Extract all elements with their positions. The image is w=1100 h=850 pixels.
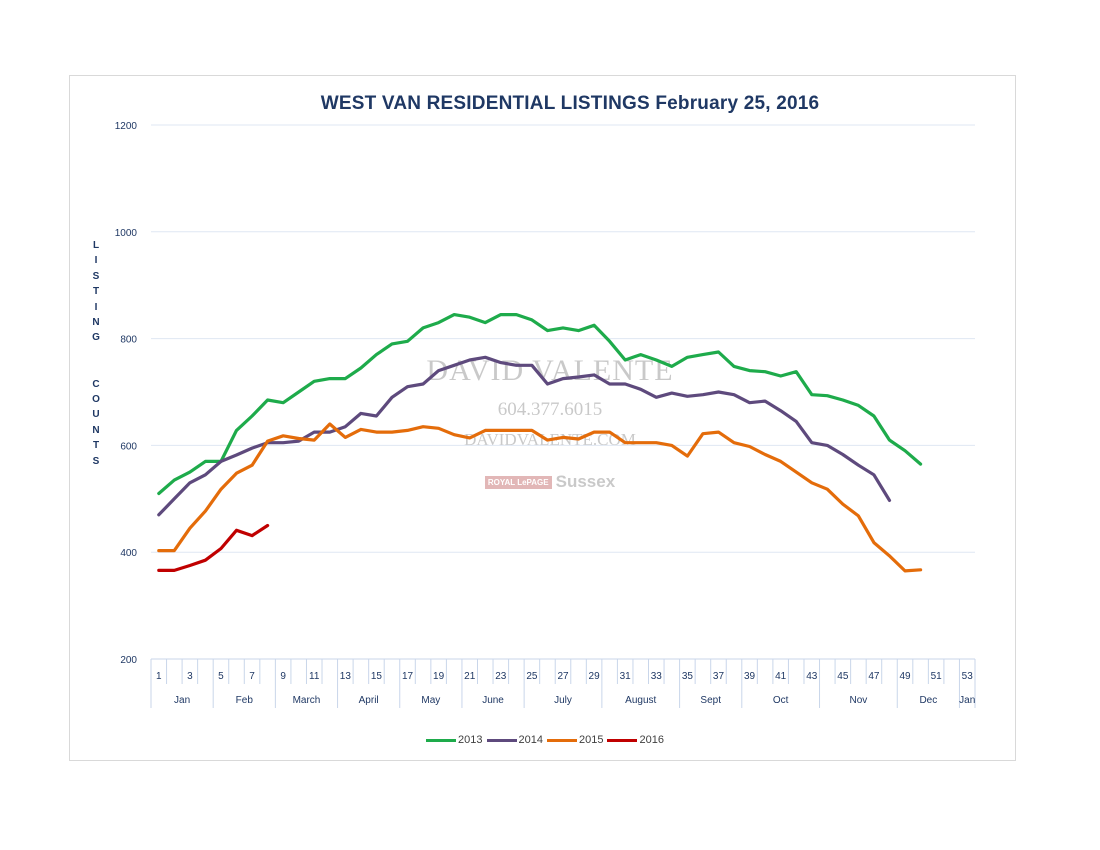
month-label: Jan	[174, 695, 190, 706]
x-tick-label: 5	[218, 671, 224, 682]
series-line-2015	[157, 422, 923, 573]
y-tick-label: 800	[120, 335, 137, 346]
month-label: March	[293, 695, 321, 706]
x-tick-label: 41	[775, 671, 787, 682]
x-tick-label: 7	[249, 671, 255, 682]
x-tick-label: 35	[682, 671, 694, 682]
x-tick-label: 47	[868, 671, 880, 682]
month-label: Jan	[959, 695, 975, 706]
x-tick-label: 15	[371, 671, 383, 682]
legend-swatch	[607, 738, 638, 742]
legend-item-2013: 2013	[426, 734, 483, 746]
legend-swatch	[426, 738, 457, 742]
month-label: Dec	[919, 695, 937, 706]
x-tick-label: 51	[931, 671, 943, 682]
month-label: Sept	[700, 695, 721, 706]
month-label: Nov	[849, 695, 867, 706]
legend-item-2016: 2016	[607, 734, 664, 746]
month-label: August	[625, 695, 656, 706]
x-tick-label: 43	[806, 671, 818, 682]
series-line-2013	[157, 313, 923, 496]
month-label: July	[554, 695, 572, 706]
x-tick-label: 9	[280, 671, 286, 682]
watermark-phone: 604.377.6015	[497, 399, 603, 420]
x-tick-label: 33	[651, 671, 663, 682]
legend-label: 2015	[579, 734, 604, 746]
x-tick-label: 21	[464, 671, 476, 682]
month-label: May	[421, 695, 440, 706]
month-label: June	[482, 695, 504, 706]
legend: 2013 2014 2015 2016	[0, 734, 1090, 746]
x-tick-label: 45	[837, 671, 849, 682]
x-tick-label: 37	[713, 671, 725, 682]
series-line-2016	[157, 523, 270, 573]
chart-frame	[69, 75, 1016, 761]
watermark-brand: ROYAL LePAGE Sussex	[0, 472, 1100, 492]
chart-title: WEST VAN RESIDENTIAL LISTINGS February 2…	[320, 93, 820, 114]
x-tick-label: 31	[620, 671, 632, 682]
x-tick-label: 1	[156, 671, 162, 682]
watermark-brand-small: ROYAL LePAGE	[484, 476, 552, 490]
x-tick-label: 13	[340, 671, 352, 682]
x-tick-label: 53	[962, 671, 974, 682]
month-label: Oct	[773, 695, 789, 706]
x-tick-label: 11	[309, 671, 320, 682]
y-tick-label: 1000	[115, 228, 138, 239]
watermark-brand-name: Sussex	[555, 472, 616, 491]
month-label: April	[359, 695, 379, 706]
legend-item-2014: 2014	[486, 734, 543, 746]
legend-label: 2016	[639, 734, 664, 746]
x-tick-label: 3	[187, 671, 193, 682]
legend-item-2015: 2015	[547, 734, 603, 746]
x-tick-label: 27	[557, 671, 569, 682]
x-tick-label: 23	[495, 671, 507, 682]
series-line-2014	[157, 355, 892, 517]
month-label: Feb	[236, 695, 254, 706]
legend-swatch	[486, 738, 517, 742]
y-tick-label: 200	[120, 655, 137, 666]
x-tick-label: 49	[899, 671, 911, 682]
x-tick-label: 17	[402, 671, 414, 682]
x-tick-label: 19	[433, 671, 445, 682]
legend-label: 2014	[518, 734, 543, 746]
legend-swatch	[547, 738, 577, 742]
legend-label: 2013	[458, 734, 483, 746]
y-tick-label: 1200	[115, 121, 138, 132]
x-tick-label: 29	[589, 671, 601, 682]
y-tick-label: 600	[120, 441, 137, 452]
x-tick-label: 39	[744, 671, 756, 682]
x-tick-label: 25	[526, 671, 538, 682]
y-tick-label: 400	[120, 548, 137, 559]
